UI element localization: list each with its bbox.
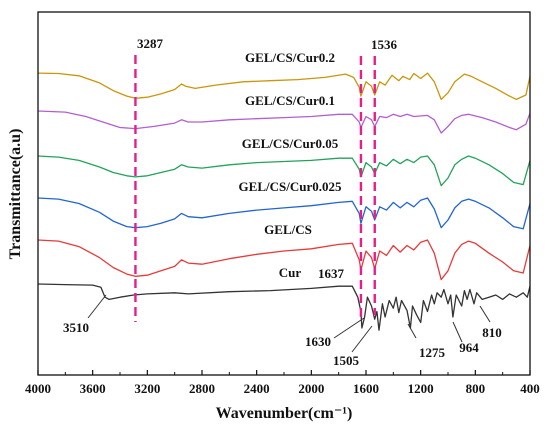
peak-label-1630: 1630 [305, 334, 331, 349]
x-tick-label-3600: 3600 [80, 381, 106, 396]
x-tick-label-2400: 2400 [244, 381, 270, 396]
peak-arrows [87, 294, 491, 353]
series-label-gel-cs-cur0-2: GEL/CS/Cur0.2 [245, 50, 335, 65]
refline-label-1536: 1536 [371, 37, 398, 52]
series-label-gel-cs-cur0-1: GEL/CS/Cur0.1 [245, 93, 335, 108]
x-tick-label-2000: 2000 [298, 381, 324, 396]
reference-line-layer [134, 55, 376, 322]
x-tick-label-800: 800 [466, 381, 486, 396]
series-label-gel-cs-cur0-05: GEL/CS/Cur0.05 [242, 136, 339, 151]
peak-label-1275: 1275 [419, 345, 446, 360]
peak-label-3510: 3510 [63, 320, 89, 335]
x-tick-label-1600: 1600 [353, 381, 379, 396]
arrow-3510 [87, 294, 107, 319]
x-tick-label-2800: 2800 [189, 381, 215, 396]
series-label-cur: Cur [279, 265, 302, 280]
x-tick-label-3200: 3200 [134, 381, 160, 396]
peak-label-1505: 1505 [333, 353, 360, 368]
x-tick-label-1200: 1200 [408, 381, 434, 396]
x-axis-title: Wavenumber(cm⁻¹) [216, 405, 353, 422]
series-line-gel-cs-cur0-1 [37, 110, 531, 134]
x-axis-ticks: 4000 3600 3200 2800 2400 2000 1600 1200 800 400 [25, 370, 540, 396]
peak-label-964: 964 [459, 340, 479, 355]
series-line-gel-cs-cur0-05 [37, 155, 531, 187]
refline-label-3287: 3287 [137, 36, 164, 51]
arrow-810 [479, 305, 491, 323]
arrow-1505 [351, 325, 373, 353]
series-label-gel-cs-cur0-025: GEL/CS/Cur0.025 [239, 179, 342, 194]
x-tick-label-4000: 4000 [25, 381, 51, 396]
series-line-gel-cs [37, 239, 531, 281]
series-line-gel-cs-cur0-2 [37, 72, 531, 101]
arrow-1275 [407, 323, 417, 339]
series-line-cur [37, 283, 531, 331]
arrow-964 [452, 321, 463, 343]
y-axis-title: Transmittance(a.u) [7, 129, 24, 260]
series-layer [37, 72, 531, 331]
arrow-1630 [333, 317, 365, 339]
series-line-gel-cs-cur0-025 [37, 197, 531, 230]
x-tick-label-400: 400 [520, 381, 540, 396]
peak-label-810: 810 [482, 325, 502, 340]
series-label-gel-cs: GEL/CS [264, 222, 312, 237]
refline-label-1637: 1637 [318, 266, 345, 281]
